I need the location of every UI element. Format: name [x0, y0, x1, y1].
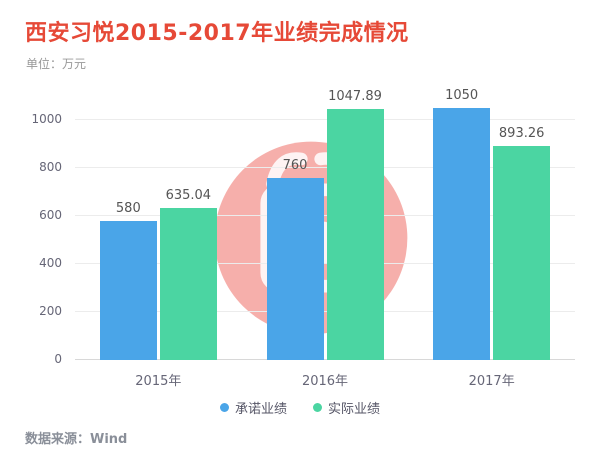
- value-label: 760: [282, 158, 308, 173]
- gridline-0: [75, 359, 575, 360]
- x-axis-label: 2015年: [135, 374, 182, 389]
- y-tick-label: 1000: [31, 112, 62, 126]
- value-label: 1047.89: [328, 89, 382, 104]
- gridline-200: [75, 311, 575, 312]
- value-label: 580: [115, 201, 141, 216]
- value-label: 893.26: [498, 126, 545, 141]
- page-title: 西安习悦2015-2017年业绩完成情况: [25, 21, 409, 46]
- bar-承诺业绩-2015年: [99, 221, 157, 360]
- unit-label: 单位：万元: [26, 57, 87, 71]
- y-tick-label: 600: [39, 208, 62, 222]
- legend-item-实际业绩: 实际业绩: [313, 398, 380, 417]
- gridline-1000: [75, 119, 575, 120]
- bar-承诺业绩-2016年: [266, 178, 324, 360]
- legend: 承诺业绩 实际业绩: [0, 398, 600, 417]
- bar-实际业绩-2017年: [493, 146, 551, 360]
- plot-area: 580 635.04 760 1047.89 1050 893.26: [75, 88, 575, 360]
- value-label: 1050: [445, 88, 479, 103]
- y-tick-label: 200: [39, 304, 62, 318]
- gridline-800: [75, 167, 575, 168]
- data-source: 数据来源：Wind: [25, 432, 128, 447]
- x-axis-label: 2016年: [301, 374, 349, 389]
- bar-实际业绩-2016年: [326, 109, 384, 360]
- y-tick-label: 800: [39, 160, 62, 174]
- legend-dot-icon: [219, 403, 229, 412]
- value-label: 635.04: [165, 188, 212, 203]
- gridline-600: [75, 215, 575, 216]
- legend-label: 实际业绩: [328, 402, 381, 417]
- legend-label: 承诺业绩: [234, 402, 287, 417]
- y-tick-label: 400: [39, 256, 62, 270]
- bar-实际业绩-2015年: [159, 208, 217, 360]
- x-axis-label: 2017年: [468, 374, 515, 389]
- y-tick-label: 0: [54, 352, 62, 366]
- legend-dot-icon: [313, 403, 322, 412]
- bar-承诺业绩-2017年: [433, 108, 491, 360]
- legend-item-承诺业绩: 承诺业绩: [219, 398, 287, 417]
- gridline-400: [75, 263, 575, 264]
